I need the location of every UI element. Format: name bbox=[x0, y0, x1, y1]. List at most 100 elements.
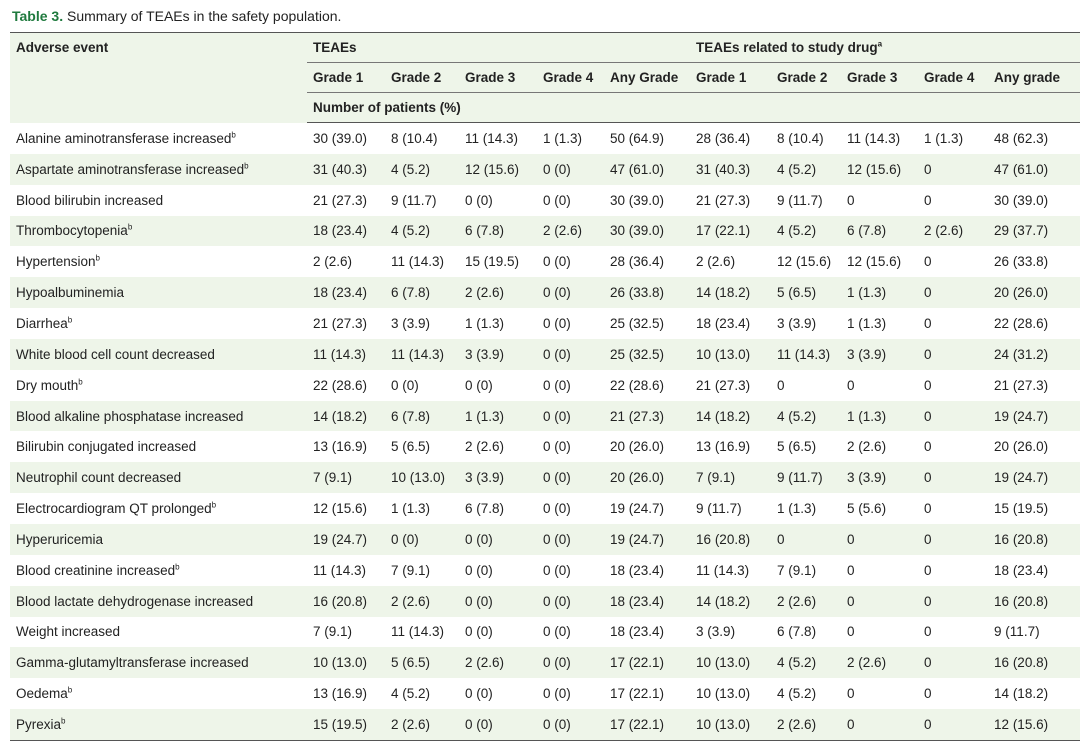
related-grade-header: Any grade bbox=[988, 62, 1080, 93]
related-value-cell: 28 (36.4) bbox=[696, 130, 751, 146]
related-value-cell: 0 bbox=[924, 624, 932, 640]
teae-value-cell: 30 (39.0) bbox=[610, 192, 665, 208]
teae-value-cell: 11 (14.3) bbox=[385, 338, 459, 370]
teae-value-cell: 17 (22.1) bbox=[604, 647, 691, 679]
teae-value-cell: 0 (0) bbox=[385, 523, 459, 555]
footnote-marker: b bbox=[127, 222, 133, 232]
teae-value-cell: 0 (0) bbox=[465, 624, 493, 640]
related-value-cell: 13 (16.9) bbox=[696, 439, 751, 455]
teae-value-cell: 0 (0) bbox=[459, 523, 537, 555]
adverse-event-name: Aspartate aminotransferase increasedb bbox=[10, 153, 307, 185]
teae-value-cell: 19 (24.7) bbox=[610, 501, 665, 517]
teae-value-cell: 8 (10.4) bbox=[391, 130, 438, 146]
related-value-cell: 24 (31.2) bbox=[988, 338, 1080, 370]
table-container: Adverse event TEAEs TEAEs related to stu… bbox=[10, 32, 1080, 741]
teae-value-cell: 0 (0) bbox=[459, 585, 537, 617]
related-value-cell: 21 (27.3) bbox=[696, 377, 751, 393]
teae-value-cell: 15 (19.5) bbox=[307, 709, 385, 741]
related-value-cell: 22 (28.6) bbox=[994, 315, 1049, 331]
teae-value-cell: 21 (27.3) bbox=[313, 192, 368, 208]
related-value-cell: 0 bbox=[847, 686, 855, 702]
related-value-cell: 0 bbox=[841, 709, 919, 741]
related-value-cell: 1 (1.3) bbox=[924, 130, 964, 146]
teae-value-cell: 18 (23.4) bbox=[610, 624, 665, 640]
teae-grade-header: Grade 1 bbox=[307, 62, 385, 93]
related-value-cell: 14 (18.2) bbox=[690, 585, 772, 617]
adverse-event-name: White blood cell count decreased bbox=[10, 338, 307, 370]
related-value-cell: 0 bbox=[918, 400, 989, 432]
footnote-marker: b bbox=[78, 377, 83, 387]
teae-value-cell: 0 (0) bbox=[543, 315, 571, 331]
table-row: Alanine aminotransferase increasedb 30 (3… bbox=[10, 123, 1080, 154]
footnote-marker: b bbox=[67, 315, 73, 325]
related-value-cell: 0 bbox=[771, 523, 842, 555]
related-value-cell: 2 (2.6) bbox=[918, 215, 989, 247]
related-value-cell: 3 (3.9) bbox=[841, 338, 919, 370]
adverse-event-name: Diarrheab bbox=[10, 308, 307, 339]
teae-value-cell: 3 (3.9) bbox=[459, 338, 537, 370]
table-row: Electrocardiogram QT prolongedb 12 (15.6)… bbox=[10, 493, 1080, 524]
adverse-event-label: Electrocardiogram QT prolonged bbox=[16, 501, 212, 517]
table-row: Blood bilirubin increased 21 (27.3) 9 (11.… bbox=[10, 185, 1080, 216]
related-value-cell: 0 bbox=[918, 277, 989, 309]
related-value-cell: 0 bbox=[924, 501, 932, 517]
adverse-event-label: Diarrhea bbox=[16, 315, 68, 331]
related-value-cell: 0 bbox=[918, 585, 989, 617]
teae-value-cell: 0 (0) bbox=[537, 400, 604, 432]
related-value-cell: 6 (7.8) bbox=[841, 215, 919, 247]
teae-value-cell: 9 (11.7) bbox=[391, 192, 437, 208]
related-value-cell: 3 (3.9) bbox=[696, 624, 736, 640]
adverse-event-name: Blood alkaline phosphatase increased bbox=[10, 400, 307, 432]
table-title: Summary of TEAEs in the safety populatio… bbox=[66, 8, 342, 24]
related-value-cell: 16 (20.8) bbox=[690, 523, 772, 555]
related-value-cell: 17 (22.1) bbox=[690, 215, 772, 247]
teae-value-cell: 13 (16.9) bbox=[313, 439, 368, 455]
table-row: Dry mouthb 22 (28.6) 0 (0) 0 (0) 0 (0) 22 (28… bbox=[10, 370, 1080, 401]
related-value-cell: 21 (27.3) bbox=[696, 192, 751, 208]
teae-value-cell: 18 (23.4) bbox=[307, 277, 385, 309]
teae-value-cell: 31 (40.3) bbox=[307, 153, 385, 185]
adverse-event-label: Hypertension bbox=[16, 254, 96, 270]
related-value-cell: 11 (14.3) bbox=[847, 130, 901, 146]
related-value-cell: 2 (2.6) bbox=[771, 585, 842, 617]
teae-value-cell: 11 (14.3) bbox=[391, 254, 445, 270]
adverse-event-label: Weight increased bbox=[16, 624, 121, 640]
related-value-cell: 0 bbox=[924, 254, 932, 270]
footnote-marker: b bbox=[244, 161, 249, 171]
adverse-event-label: Bilirubin conjugated increased bbox=[16, 439, 197, 455]
related-value-cell: 1 (1.3) bbox=[841, 400, 919, 432]
teae-value-cell: 5 (6.5) bbox=[391, 439, 431, 455]
related-value-cell: 16 (20.8) bbox=[988, 647, 1080, 679]
related-value-cell: 0 bbox=[924, 439, 932, 455]
related-value-cell: 0 bbox=[841, 523, 919, 555]
teae-value-cell: 1 (1.3) bbox=[543, 130, 583, 146]
adverse-event-label: Blood alkaline phosphatase increased bbox=[16, 408, 244, 424]
related-value-cell: 1 (1.3) bbox=[841, 277, 919, 309]
adverse-event-name: Blood lactate dehydrogenase increased bbox=[10, 585, 307, 617]
adverse-event-name: Thrombocytopeniab bbox=[10, 215, 307, 247]
related-value-cell: 9 (11.7) bbox=[696, 501, 742, 517]
teae-value-cell: 4 (5.2) bbox=[385, 153, 459, 185]
table-row: Hypoalbuminemia 18 (23.4) 6 (7.8) 2 (2.6) 0 … bbox=[10, 277, 1080, 309]
teae-value-cell: 2 (2.6) bbox=[385, 585, 459, 617]
related-value-cell: 5 (6.5) bbox=[777, 439, 817, 455]
adverse-event-label: Thrombocytopenia bbox=[16, 223, 128, 239]
teae-value-cell: 4 (5.2) bbox=[385, 215, 459, 247]
related-value-cell: 7 (9.1) bbox=[690, 462, 772, 494]
teae-value-cell: 6 (7.8) bbox=[385, 400, 459, 432]
teae-value-cell: 1 (1.3) bbox=[465, 315, 505, 331]
related-value-cell: 3 (3.9) bbox=[777, 315, 817, 331]
adverse-event-name: Weight increased bbox=[10, 617, 307, 648]
related-value-cell: 0 bbox=[841, 585, 919, 617]
teae-value-cell: 50 (64.9) bbox=[610, 130, 665, 146]
adverse-event-label: White blood cell count decreased bbox=[16, 346, 215, 362]
related-value-cell: 9 (11.7) bbox=[777, 192, 823, 208]
teae-value-cell: 2 (2.6) bbox=[385, 709, 459, 741]
teae-value-cell: 30 (39.0) bbox=[313, 130, 368, 146]
teae-value-cell: 1 (1.3) bbox=[459, 400, 537, 432]
related-value-cell: 11 (14.3) bbox=[696, 562, 750, 578]
teae-value-cell: 0 (0) bbox=[537, 709, 604, 741]
adverse-event-name: Alanine aminotransferase increasedb bbox=[10, 123, 307, 154]
teae-value-cell: 6 (7.8) bbox=[385, 277, 459, 309]
teae-value-cell: 7 (9.1) bbox=[313, 624, 353, 640]
